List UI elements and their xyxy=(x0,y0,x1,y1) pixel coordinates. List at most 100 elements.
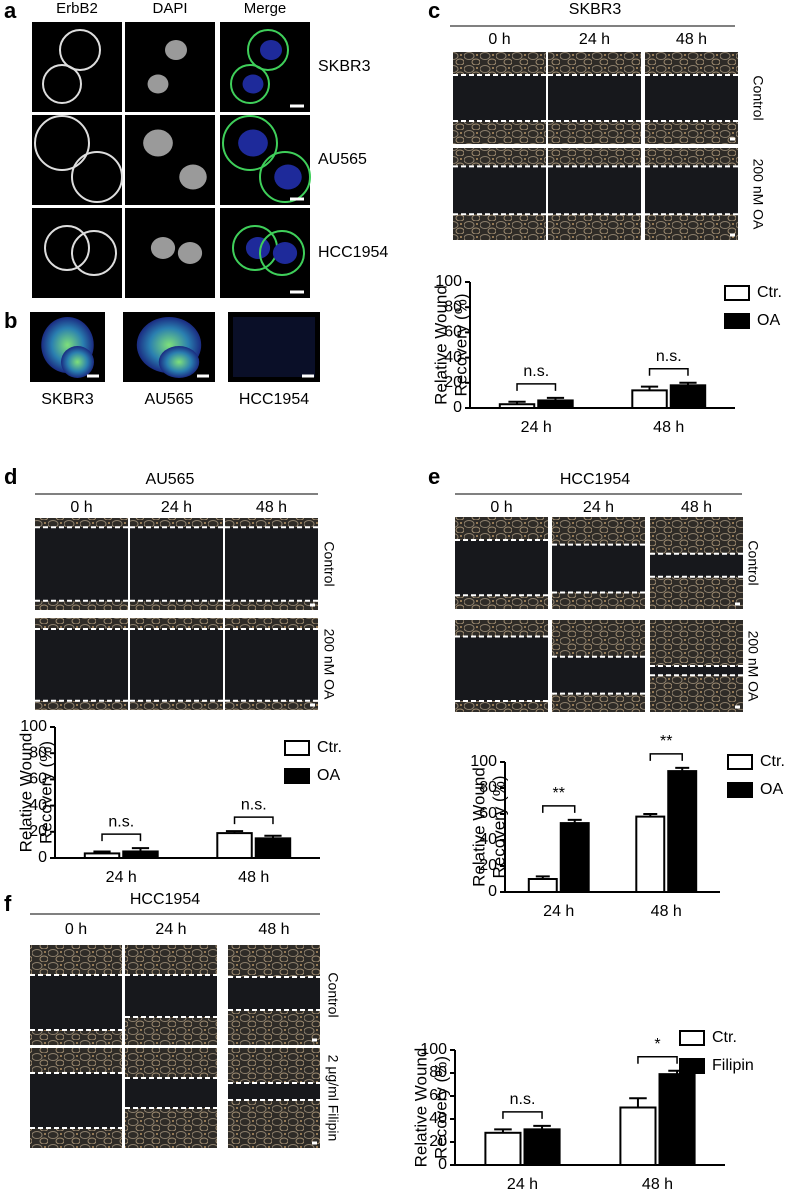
wound-gap xyxy=(455,636,548,701)
significance-bracket xyxy=(516,383,557,391)
x-tick-label: 48 h xyxy=(653,419,684,436)
micrograph xyxy=(220,22,310,112)
y-tick-label: 60 xyxy=(444,324,462,341)
legend-swatch xyxy=(284,768,310,784)
column-label: 48 h xyxy=(258,921,289,938)
significance-bracket xyxy=(101,833,142,842)
column-label: 48 h xyxy=(681,499,712,516)
wound-gap xyxy=(453,75,546,121)
bar xyxy=(658,1073,696,1167)
column-label: 0 h xyxy=(488,31,510,48)
legend-swatch xyxy=(727,754,753,770)
wound-gap xyxy=(228,977,320,1010)
y-tick-label: 40 xyxy=(444,349,462,366)
x-tick-label: 24 h xyxy=(106,869,137,886)
cell-membrane xyxy=(247,29,289,71)
sample-label: AU565 xyxy=(145,391,194,408)
column-label: 24 h xyxy=(583,499,614,516)
column-label: 24 h xyxy=(161,499,192,516)
significance-bracket xyxy=(637,1055,678,1064)
y-axis-label: Recovery (%) xyxy=(451,294,470,397)
cell-membrane xyxy=(34,115,90,171)
legend-label: Filipin xyxy=(712,1057,754,1074)
panel-title: AU565 xyxy=(146,471,195,488)
bar xyxy=(669,384,707,410)
panel-label: e xyxy=(428,464,440,489)
y-tick-label: 100 xyxy=(420,1041,447,1058)
column-label: 48 h xyxy=(256,499,287,516)
wound-gap xyxy=(130,629,223,701)
column-label: DAPI xyxy=(152,0,187,17)
cell-membrane xyxy=(222,115,278,171)
legend-label: Ctr. xyxy=(757,284,782,301)
column-label: 0 h xyxy=(65,921,87,938)
cell-membrane xyxy=(71,230,117,276)
y-tick-label: 40 xyxy=(429,1110,447,1127)
column-label: 48 h xyxy=(676,31,707,48)
cell-membrane xyxy=(59,29,101,71)
bar xyxy=(631,389,668,409)
y-axis-label: Recovery (%) xyxy=(431,1056,450,1159)
y-tick-label: 60 xyxy=(479,805,497,822)
cell-membrane xyxy=(44,225,90,271)
bar xyxy=(559,822,590,893)
row-label: Control xyxy=(325,972,341,1017)
wound-gap xyxy=(225,527,318,601)
row-label: 200 nM OA xyxy=(750,159,766,230)
legend-swatch xyxy=(679,1030,705,1046)
column-label: 24 h xyxy=(579,31,610,48)
panel-label: f xyxy=(4,891,12,916)
row-label: Control xyxy=(750,75,766,120)
panel-title: HCC1954 xyxy=(560,471,630,488)
cell-membrane xyxy=(259,230,305,276)
panel-title: HCC1954 xyxy=(130,891,200,908)
significance-label: n.s. xyxy=(108,813,134,830)
wound-gap xyxy=(228,1083,320,1100)
bar xyxy=(619,1106,657,1166)
cell-membrane xyxy=(230,64,270,104)
significance-bracket xyxy=(649,753,683,761)
legend-swatch xyxy=(679,1058,705,1074)
x-tick-label: 48 h xyxy=(642,1176,673,1193)
nucleus xyxy=(147,74,169,94)
bar xyxy=(537,399,574,410)
nucleus xyxy=(245,237,271,259)
x-tick-label: 24 h xyxy=(507,1176,538,1193)
nucleus xyxy=(272,242,298,264)
nucleus xyxy=(274,164,302,190)
significance-label: ** xyxy=(553,785,565,802)
cell-membrane xyxy=(71,151,123,203)
bar xyxy=(498,403,536,410)
bar xyxy=(254,837,292,859)
significance-label: n.s. xyxy=(656,348,682,365)
y-tick-label: 80 xyxy=(29,744,47,761)
nucleus xyxy=(143,129,173,157)
wound-gap xyxy=(552,656,645,694)
nucleus xyxy=(165,40,187,60)
wound-gap xyxy=(225,629,318,701)
y-axis-label: Relative Wound xyxy=(16,733,35,853)
y-tick-label: 40 xyxy=(479,831,497,848)
row-label: SKBR3 xyxy=(318,58,371,75)
micrograph xyxy=(32,22,122,112)
y-tick-label: 80 xyxy=(444,298,462,315)
y-axis-label: Relative Wound xyxy=(411,1048,430,1168)
legend-label: Ctr. xyxy=(317,739,342,756)
y-tick-label: 80 xyxy=(429,1064,447,1081)
bar xyxy=(635,815,666,893)
legend-swatch xyxy=(727,782,753,798)
nucleus xyxy=(238,129,268,157)
row-label: AU565 xyxy=(318,151,367,168)
column-label: ErbB2 xyxy=(56,0,98,17)
sample-label: HCC1954 xyxy=(239,391,309,408)
y-tick-label: 20 xyxy=(479,857,497,874)
wound-gap xyxy=(35,527,128,601)
legend-swatch xyxy=(724,285,750,301)
nucleus xyxy=(179,164,207,190)
significance-bracket xyxy=(233,816,274,825)
nucleus xyxy=(260,40,282,60)
y-tick-label: 100 xyxy=(435,273,462,290)
y-tick-label: 20 xyxy=(429,1133,447,1150)
wound-gap xyxy=(455,540,548,596)
